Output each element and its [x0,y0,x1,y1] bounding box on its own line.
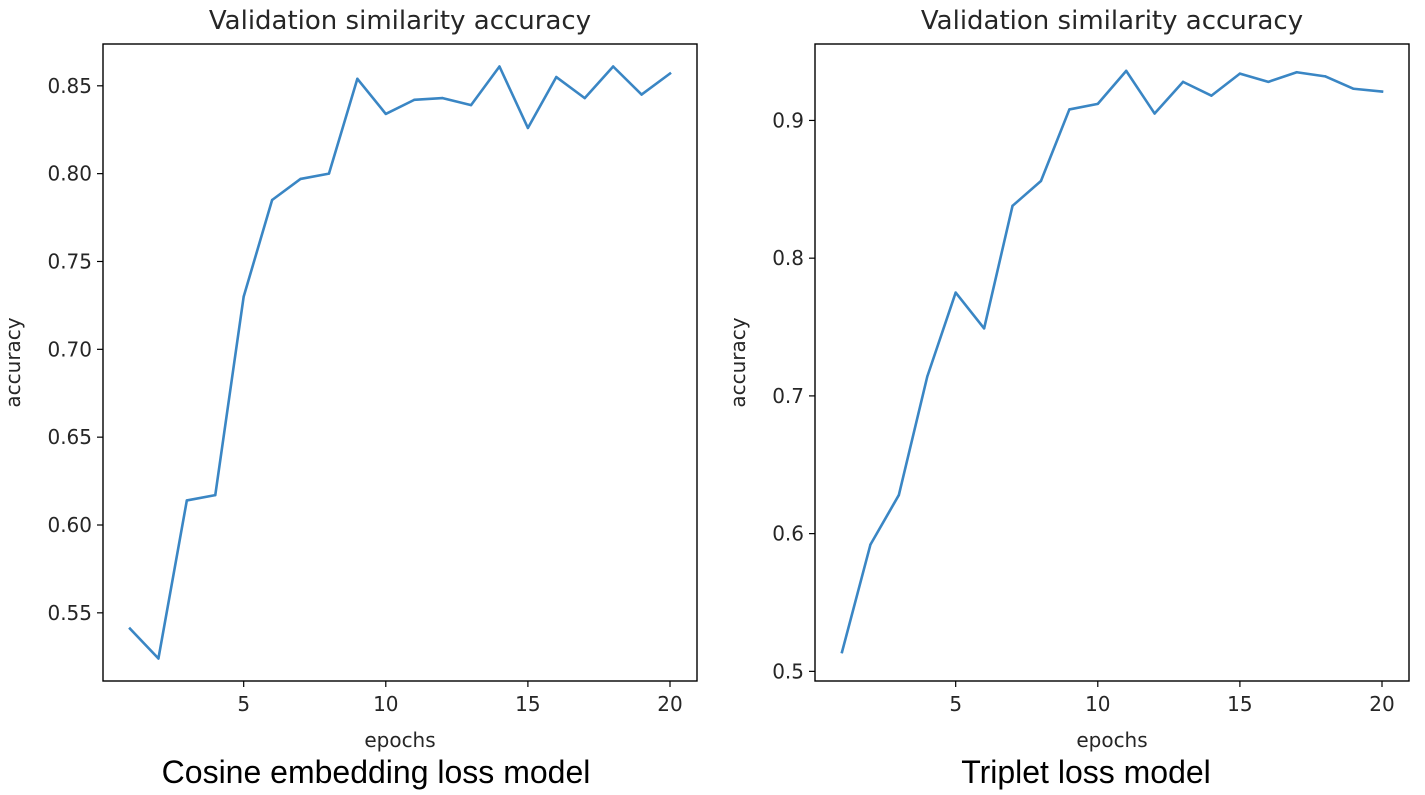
data-point [327,172,331,175]
y-tick-label: 0.6 [772,522,804,546]
data-point [441,96,444,100]
data-point [926,375,929,378]
data-point [157,657,160,660]
data-point [611,65,615,68]
series-line [128,65,672,660]
y-tick-label: 0.55 [47,601,92,625]
data-point [1210,94,1213,97]
chart-title: Validation similarity accuracy [209,6,591,36]
y-tick-label: 0.60 [47,513,92,537]
data-point [526,126,530,130]
data-point [128,627,132,630]
y-axis-label: accuracy [726,317,750,407]
y-tick-label: 0.70 [47,337,92,361]
x-tick-label: 5 [237,692,250,716]
data-point [897,493,901,497]
data-point [1238,72,1242,75]
chart-right: Validation similarity accuracy 5 10 15 20 0.5… [726,6,1410,752]
x-tick-label: 15 [1227,692,1252,716]
x-axis-label: epochs [1076,728,1147,752]
y-tick-label: 0.80 [47,162,92,186]
x-axis-label: epochs [364,728,435,752]
y-tick-label: 0.75 [47,249,92,273]
data-point [840,650,844,654]
x-tick-label: 20 [1369,692,1394,716]
chart-title: Validation similarity accuracy [921,6,1303,36]
caption-right: Triplet loss model [961,754,1211,790]
data-point [214,493,217,497]
data-point [469,103,473,107]
y-tick-label: 0.85 [47,74,92,98]
data-point [1295,71,1298,74]
data-point [1011,204,1014,208]
chart-left: Validation similarity accuracy 5 10 15 20 0.5… [1,6,698,752]
data-point [1125,69,1128,73]
y-tick-label: 0.8 [772,246,804,270]
x-tick-label: 10 [373,692,398,716]
data-point [869,543,872,546]
data-point [413,98,416,102]
data-point [583,96,586,100]
caption-left: Cosine embedding loss model [161,754,591,790]
data-point [1323,75,1327,78]
data-point [1352,87,1355,90]
data-point [1181,80,1185,84]
plot-frame [814,43,1410,682]
plot-frame [102,43,698,682]
data-point [384,112,387,116]
data-point [1267,80,1270,84]
y-tick-label: 0.65 [47,425,92,449]
data-point [1068,108,1071,111]
data-point [1380,90,1384,93]
data-point [1153,112,1156,115]
y-tick-label: 0.7 [772,384,804,408]
data-point [185,499,189,502]
x-tick-label: 10 [1085,692,1110,716]
x-tick-label: 15 [515,692,540,716]
data-point [982,327,986,330]
data-point [640,93,643,96]
y-tick-label: 0.9 [772,108,804,132]
y-axis-label: accuracy [1,317,25,407]
data-point [954,291,957,294]
data-point [498,65,501,68]
data-point [299,177,302,181]
series-line [840,69,1384,654]
data-point [242,295,245,298]
data-point [555,75,558,79]
data-point [356,77,359,80]
x-tick-label: 20 [657,692,682,716]
data-point [668,72,672,75]
x-tick-label: 5 [949,692,962,716]
y-tick-label: 0.5 [772,659,804,683]
data-point [1096,102,1099,106]
data-point [1039,179,1043,183]
data-point [270,198,274,202]
